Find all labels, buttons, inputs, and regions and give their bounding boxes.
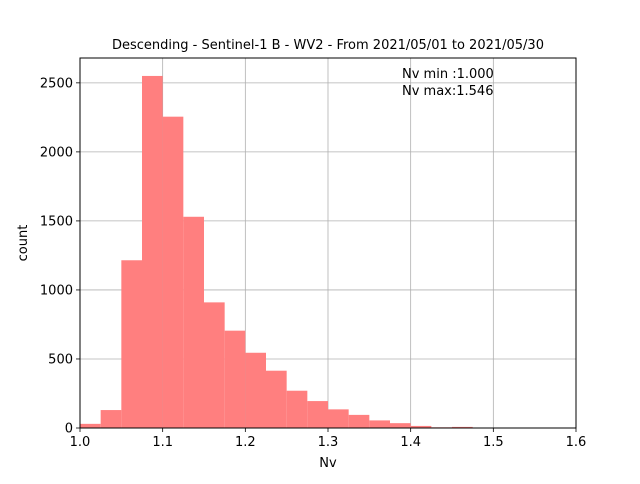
histogram-bar	[183, 217, 204, 428]
histogram-bar	[204, 302, 225, 428]
histogram-bar	[101, 410, 122, 428]
histogram-bar	[369, 420, 390, 428]
x-tick-label: 1.0	[70, 435, 91, 450]
bars-layer	[80, 76, 535, 428]
y-tick-label: 0	[65, 422, 73, 437]
x-axis-label: Nv	[319, 456, 337, 471]
histogram-bar	[245, 353, 266, 428]
histogram-bar	[80, 424, 101, 428]
x-tick-label: 1.6	[566, 435, 587, 450]
x-tick-label: 1.3	[318, 435, 339, 450]
x-tick-label: 1.4	[400, 435, 421, 450]
histogram-bar	[349, 415, 370, 428]
annotation-nv-max: Nv max:1.546	[402, 84, 493, 99]
histogram-bar	[390, 423, 411, 428]
y-tick-label: 1000	[40, 283, 73, 298]
histogram-bar	[163, 117, 184, 428]
y-tick-label: 1500	[40, 214, 73, 229]
y-tick-label: 2000	[40, 145, 73, 160]
x-tick-label: 1.1	[152, 435, 173, 450]
x-tick-label: 1.2	[235, 435, 256, 450]
histogram-bar	[287, 391, 308, 428]
x-tick-label: 1.5	[483, 435, 504, 450]
chart-title: Descending - Sentinel-1 B - WV2 - From 2…	[112, 38, 544, 53]
y-axis-label: count	[16, 225, 31, 262]
y-tick-label: 2500	[40, 76, 73, 91]
histogram-bar	[307, 401, 328, 428]
annotation-nv-min: Nv min :1.000	[402, 67, 494, 82]
histogram-bar	[266, 371, 287, 428]
y-tick-label: 500	[48, 352, 73, 367]
histogram-bar	[121, 260, 142, 428]
histogram-bar	[225, 331, 246, 428]
histogram-bar	[142, 76, 163, 428]
histogram-bar	[328, 409, 349, 428]
